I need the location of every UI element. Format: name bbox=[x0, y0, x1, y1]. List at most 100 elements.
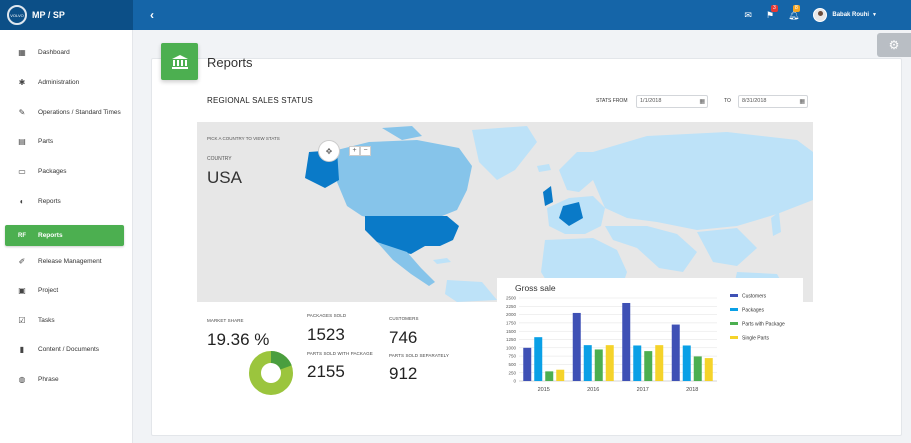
date-to-input[interactable]: 8/31/2018 ▦ bbox=[738, 95, 808, 108]
map-country-canada[interactable] bbox=[337, 140, 472, 220]
pie-icon: ◐ bbox=[19, 197, 25, 206]
sidebar-item-release-management[interactable]: ✐ Release Management bbox=[5, 251, 124, 272]
y-tick-label: 2000 bbox=[506, 312, 517, 317]
legend-label: Parts with Package bbox=[742, 322, 785, 328]
sidebar-item-reports-active[interactable]: RF Reports bbox=[5, 225, 124, 246]
sidebar-item-content-documents[interactable]: ▮ Content / Documents bbox=[5, 339, 124, 360]
parts-separately-label: PARTS SOLD SEPARATELY bbox=[389, 353, 449, 358]
brand[interactable]: VOLVO MP / SP bbox=[0, 0, 133, 30]
project-icon: ▣ bbox=[18, 286, 26, 295]
map-country-uk[interactable] bbox=[543, 186, 553, 206]
map-hint: PICK A COUNTRY TO VIEW STATS bbox=[207, 136, 280, 141]
map-country-japan[interactable] bbox=[771, 212, 781, 236]
market-share-label: MARKET SHARE bbox=[207, 318, 244, 323]
parts-with-package-value: 2155 bbox=[307, 362, 345, 381]
sidebar-item-label: Content / Documents bbox=[38, 346, 100, 353]
map-country-caribbean[interactable] bbox=[433, 258, 451, 264]
box-icon: ▤ bbox=[18, 137, 26, 146]
map-country-asia[interactable] bbox=[605, 226, 697, 272]
map-country-germany[interactable] bbox=[559, 202, 583, 226]
rf-icon: RF bbox=[18, 232, 26, 239]
gross-sale-chart: Gross sale 0 250 500 750 1000 1250 1500 1750 2000… bbox=[506, 283, 785, 393]
map-country-scandinavia[interactable] bbox=[559, 152, 593, 192]
y-tick-label: 1500 bbox=[506, 329, 517, 334]
chevron-down-icon[interactable]: ▼ bbox=[872, 12, 877, 18]
sidebar-item-dashboard[interactable]: ▦ Dashboard bbox=[5, 42, 124, 63]
y-tick-label: 250 bbox=[508, 370, 516, 375]
sidebar-item-label: Dashboard bbox=[38, 49, 70, 56]
y-tick-label: 2500 bbox=[506, 296, 517, 301]
map-pan-control[interactable]: ✥ bbox=[318, 140, 340, 162]
sidebar-item-label: Operations / Standard Times bbox=[38, 109, 121, 116]
bar-packages-2015 bbox=[534, 337, 543, 381]
sidebar-item-label: Phrase bbox=[38, 376, 59, 383]
y-tick-label: 750 bbox=[508, 354, 516, 359]
y-tick-label: 0 bbox=[513, 379, 516, 384]
bar-customers-2015 bbox=[523, 347, 532, 381]
map-country-canada-islands[interactable] bbox=[382, 126, 422, 140]
legend-swatch bbox=[730, 294, 738, 297]
bank-icon bbox=[161, 43, 198, 80]
bar-parts-with-package-2018 bbox=[693, 356, 702, 381]
map-country-south-america[interactable] bbox=[445, 280, 497, 302]
packages-sold-label: PACKAGES SOLD bbox=[307, 313, 347, 318]
regional-sales-title: REGIONAL SALES STATUS bbox=[207, 96, 313, 105]
map-country-mexico[interactable] bbox=[377, 242, 435, 286]
sidebar-item-label: Tasks bbox=[38, 317, 55, 324]
zoom-out-button[interactable]: − bbox=[360, 146, 371, 156]
map-country-east-asia[interactable] bbox=[697, 228, 757, 266]
settings-gear-button[interactable]: ⚙ bbox=[877, 33, 911, 57]
sidebar-item-packages[interactable]: ▭ Packages bbox=[5, 161, 124, 182]
username[interactable]: Babak Rouhi bbox=[832, 12, 870, 18]
date-from-input[interactable]: 1/1/2018 ▦ bbox=[636, 95, 708, 108]
map-country-usa[interactable] bbox=[365, 216, 459, 254]
sidebar-item-tasks[interactable]: ☑ Tasks bbox=[5, 310, 124, 331]
y-tick-label: 1750 bbox=[506, 321, 517, 326]
bar-customers-2017 bbox=[622, 302, 631, 381]
collapse-sidebar-button[interactable]: ‹ bbox=[150, 8, 154, 22]
bar-parts-with-package-2016 bbox=[594, 349, 603, 381]
sidebar-item-label: Parts bbox=[38, 138, 54, 145]
avatar[interactable] bbox=[813, 8, 828, 22]
bar-single-parts-2016 bbox=[605, 345, 614, 381]
sidebar-item-label: Reports bbox=[38, 232, 63, 239]
flag-badge: 3 bbox=[770, 4, 778, 12]
sidebar-item-operations-standard-times[interactable]: ✎ Operations / Standard Times bbox=[5, 102, 124, 123]
country-value: USA bbox=[207, 168, 242, 187]
sidebar-item-parts[interactable]: ▤ Parts bbox=[5, 131, 124, 152]
gear-icon: ⚙ bbox=[888, 38, 900, 52]
calendar-icon[interactable]: ▦ bbox=[799, 99, 805, 105]
edit-icon: ✐ bbox=[18, 257, 26, 266]
sidebar-item-label: Packages bbox=[38, 168, 67, 175]
zoom-in-button[interactable]: + bbox=[349, 146, 360, 156]
x-tick-label: 2016 bbox=[587, 387, 599, 393]
mail-icon[interactable]: ✉ bbox=[744, 9, 752, 20]
sidebar-item-administration[interactable]: ✱ Administration bbox=[5, 72, 124, 93]
sidebar-item-project[interactable]: ▣ Project bbox=[5, 280, 124, 301]
flag-icon[interactable]: ⚑ 3 bbox=[766, 4, 778, 21]
gear-icon: ✱ bbox=[18, 78, 26, 87]
chart-title: Gross sale bbox=[515, 283, 556, 293]
y-tick-label: 1250 bbox=[506, 337, 517, 342]
dashboard-icon: ▦ bbox=[18, 48, 26, 57]
map-country-iceland[interactable] bbox=[537, 164, 551, 172]
volvo-logo: VOLVO bbox=[7, 5, 27, 25]
x-tick-label: 2018 bbox=[686, 387, 698, 393]
sidebar-item-phrase[interactable]: ◍ Phrase bbox=[5, 369, 124, 390]
map-country-greenland[interactable] bbox=[472, 126, 537, 180]
bar-packages-2017 bbox=[633, 345, 642, 381]
bell-icon[interactable]: 🔔︎ 8 bbox=[787, 4, 800, 20]
bar-packages-2016 bbox=[583, 345, 592, 381]
map-country-russia[interactable] bbox=[593, 132, 813, 230]
legend-swatch bbox=[730, 336, 738, 339]
parts-with-package-label: PARTS SOLD WITH PACKAGE bbox=[307, 351, 373, 356]
calendar-icon[interactable]: ▦ bbox=[699, 99, 705, 105]
to-label: TO bbox=[724, 98, 731, 104]
legend-label: Customers bbox=[742, 294, 767, 300]
move-icon: ✥ bbox=[325, 146, 333, 156]
y-tick-label: 2250 bbox=[506, 304, 517, 309]
stats-from-label: STATS FROM bbox=[596, 98, 628, 104]
sidebar-item-reports[interactable]: ◐ Reports bbox=[5, 191, 124, 212]
world-map[interactable] bbox=[197, 122, 813, 302]
globe-icon: ◍ bbox=[18, 375, 26, 384]
